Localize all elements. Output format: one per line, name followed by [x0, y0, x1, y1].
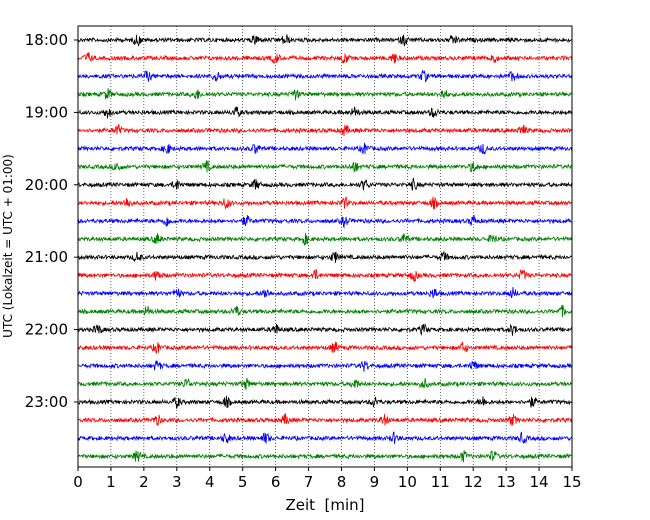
plot-frame [77, 25, 573, 468]
trace-row [77, 395, 573, 410]
y-tick-label: 23:00 [25, 393, 68, 411]
trace-row [77, 33, 573, 47]
trace-row [77, 196, 573, 210]
y-tick-label: 18:00 [25, 31, 68, 49]
x-tick-label: 13 [497, 473, 516, 491]
trace-row [77, 52, 573, 65]
trace-row [77, 413, 573, 426]
x-tick-label: 12 [464, 473, 483, 491]
y-tick-label: 19:00 [25, 103, 68, 121]
trace-row [77, 106, 573, 119]
x-tick-label: 5 [238, 473, 248, 491]
trace-row [77, 287, 573, 299]
trace-row [77, 268, 573, 283]
x-tick-label: 2 [139, 473, 149, 491]
trace-row [77, 341, 573, 354]
x-tick-label: 10 [398, 473, 417, 491]
plot-background [78, 26, 572, 467]
trace-row [77, 69, 573, 83]
trace-row [77, 232, 573, 246]
y-axis-ticks: 18:00 19:00 20:00 21:00 22:00 23:00 [25, 31, 78, 411]
x-tick-label: 3 [172, 473, 182, 491]
trace-row [77, 215, 573, 229]
x-tick-label: 15 [562, 473, 581, 491]
trace-row [77, 450, 573, 463]
x-tick-label: 6 [271, 473, 281, 491]
x-tick-label: 7 [304, 473, 314, 491]
trace-lines [77, 33, 573, 463]
x-axis-ticks: 0 1 2 3 4 5 6 7 8 9 10 11 12 13 14 15 [73, 467, 582, 491]
y-tick-label: 21:00 [25, 248, 68, 266]
trace-row [77, 323, 573, 336]
trace-row [77, 123, 573, 137]
trace-row [77, 177, 573, 191]
x-tick-label: 8 [337, 473, 347, 491]
x-tick-label: 0 [73, 473, 83, 491]
trace-row [77, 377, 573, 390]
x-axis-label: Zeit [min] [285, 496, 364, 514]
x-tick-label: 14 [530, 473, 549, 491]
x-tick-label: 1 [106, 473, 116, 491]
y-tick-label: 22:00 [25, 321, 68, 339]
trace-row [77, 359, 573, 372]
trace-row [77, 431, 573, 445]
x-tick-label: 9 [370, 473, 380, 491]
y-axis-label: UTC (Lokalzeit = UTC + 01:00) [1, 154, 15, 338]
trace-row [77, 304, 573, 318]
x-tick-label: 11 [431, 473, 450, 491]
y-tick-label: 20:00 [25, 176, 68, 194]
trace-row [77, 88, 573, 101]
trace-row [77, 159, 573, 173]
x-tick-label: 4 [205, 473, 215, 491]
trace-row [77, 251, 573, 263]
trace-row [77, 142, 573, 155]
